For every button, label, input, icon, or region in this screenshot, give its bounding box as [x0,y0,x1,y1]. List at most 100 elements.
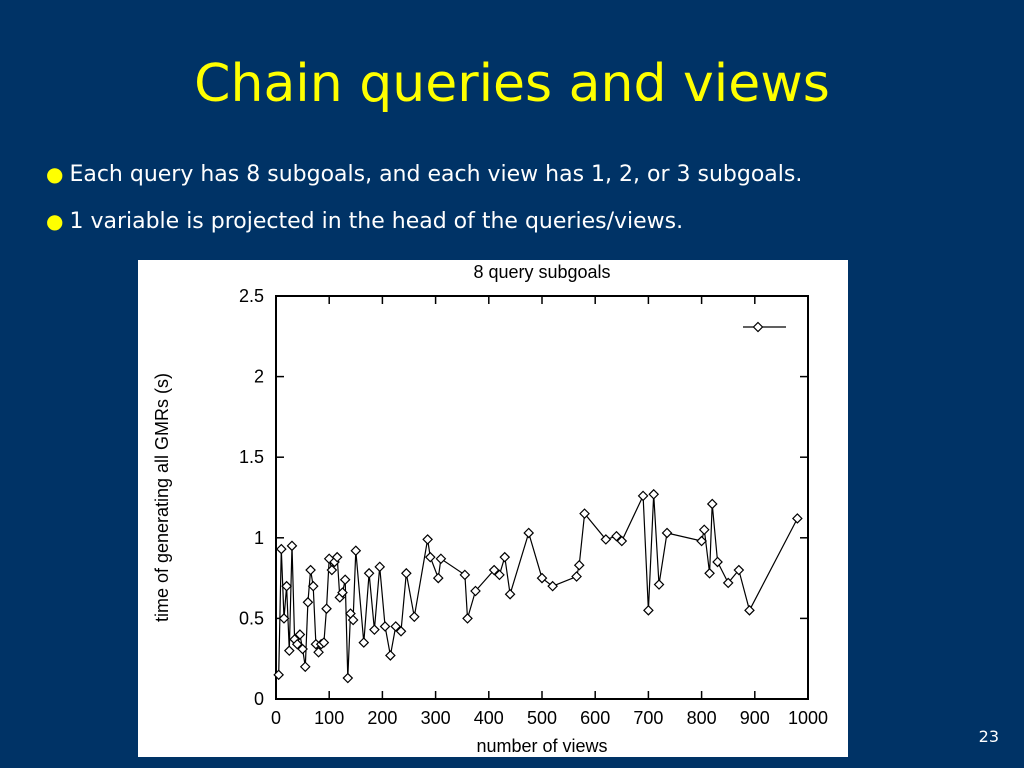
data-point [712,556,723,568]
data-point [523,527,535,539]
data-point [424,551,436,563]
line-chart: 8 query subgoals 0 100 200 300 400 500 600 700 80… [152,262,828,756]
data-point [653,579,665,590]
y-tick-label: 1.5 [239,447,264,467]
data-point [390,621,402,632]
x-tick-label: 100 [314,708,344,728]
chart-panel: 8 query subgoals 0 100 200 300 400 500 600 700 80… [138,260,848,757]
x-axis-label: number of views [476,736,607,756]
y-tick-label: 0 [254,689,264,709]
x-tick-label: 0 [271,708,281,728]
data-point [350,545,362,557]
series-line [278,494,798,679]
data-point [422,534,433,545]
data-point [281,580,292,592]
page-number: 23 [978,727,999,746]
data-point [291,638,303,650]
data-point [326,564,338,576]
data-point [547,580,558,592]
data-point [488,564,500,576]
data-point [273,669,285,681]
chart-title: 8 query subgoals [473,262,610,282]
bullet-dot-icon: ● [46,209,64,233]
data-point [462,613,473,624]
data-point [733,564,745,576]
data-point [600,534,612,545]
y-tick-label: 2.5 [239,286,264,306]
data-point [744,604,755,616]
x-tick-label: 400 [474,708,504,728]
data-point [459,569,471,581]
data-point [408,611,420,623]
data-point [363,567,375,579]
data-point [432,572,444,584]
data-point [536,572,548,584]
data-point [339,574,351,586]
x-tick-label: 700 [633,708,663,728]
data-point [385,650,396,661]
data-point [347,614,359,626]
y-tick-label: 0.5 [239,608,264,628]
data-point [648,488,660,500]
x-tick-label: 300 [421,708,451,728]
plot-frame [275,295,809,700]
y-axis-label: time of generating all GMRs (s) [152,373,172,622]
data-point [499,551,511,563]
data-point [313,646,324,658]
data-point [275,543,287,555]
data-point [706,498,718,510]
data-point [369,624,380,636]
bullet-item: ● Each query has 8 subgoals, and each vie… [46,160,996,189]
bullet-text: 1 variable is projected in the head of t… [69,209,684,234]
bullet-list: ● Each query has 8 subgoals, and each vie… [46,160,996,254]
legend-marker [752,321,764,333]
data-point [286,540,298,552]
x-tick-label: 1000 [788,708,828,728]
data-point [722,577,734,589]
data-point [305,564,316,576]
data-point [283,645,295,656]
data-point [299,661,311,673]
data-point [661,527,673,539]
bullet-dot-icon: ● [46,162,64,186]
bullet-item: ● 1 variable is projected in the head of … [46,207,996,236]
data-point [331,551,343,563]
data-point [579,508,590,519]
data-point [400,567,412,579]
data-point [616,535,628,547]
data-point [321,603,332,615]
x-tick-label: 500 [527,708,557,728]
data-point [643,604,654,616]
data-point [297,643,308,655]
data-point [573,559,585,571]
data-point [696,535,707,547]
data-point [374,561,386,573]
data-point [294,629,306,640]
data-point [637,490,649,502]
data-point [470,585,481,597]
data-point [278,613,290,624]
bullet-text: Each query has 8 subgoals, and each view… [69,162,803,187]
data-point [307,580,319,592]
data-point [337,587,348,598]
data-point [342,672,354,684]
data-point [379,621,391,632]
data-point [611,530,622,542]
y-tick-label: 2 [254,367,264,387]
data-point [302,596,314,608]
data-point [494,569,505,581]
x-tick-label: 200 [367,708,397,728]
x-tick-label: 900 [740,708,770,728]
x-tick-label: 800 [687,708,717,728]
data-point [358,637,370,648]
data-point [571,571,582,582]
data-point [704,567,715,579]
slide-title: Chain queries and views [194,54,830,114]
data-point [792,513,803,524]
data-point [395,625,407,637]
y-tick-label: 1 [254,528,264,548]
data-point [318,637,330,648]
data-point [435,553,447,565]
x-tick-label: 600 [580,708,610,728]
data-point [698,524,710,536]
